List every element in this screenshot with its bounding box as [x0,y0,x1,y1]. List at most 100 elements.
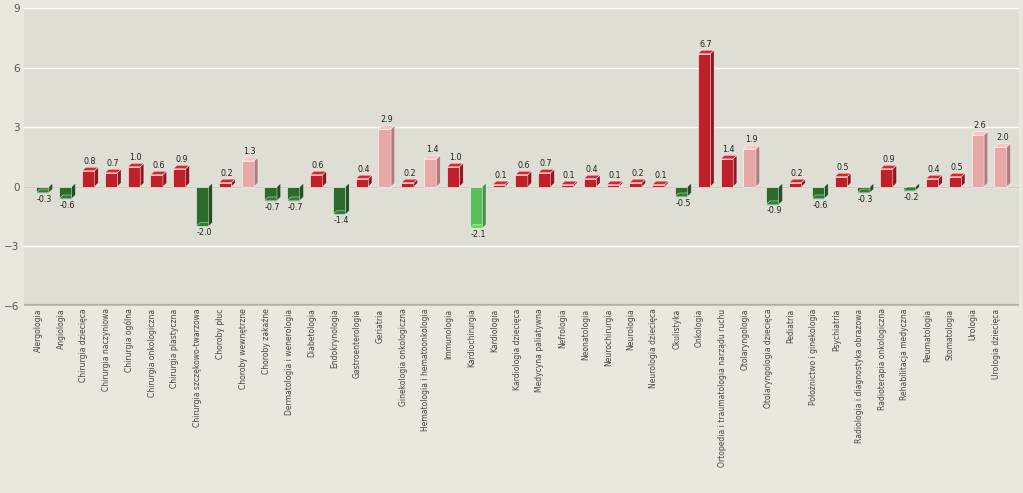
Polygon shape [584,175,601,179]
Polygon shape [140,163,144,187]
FancyBboxPatch shape [59,187,72,199]
Polygon shape [528,171,532,187]
Text: 2.0: 2.0 [996,133,1009,142]
Polygon shape [938,175,942,187]
Text: 1.0: 1.0 [130,153,142,162]
FancyBboxPatch shape [584,179,596,187]
Text: 1.9: 1.9 [746,135,758,144]
FancyBboxPatch shape [972,135,984,187]
Text: 0.4: 0.4 [358,165,370,174]
Polygon shape [561,181,577,185]
FancyBboxPatch shape [880,169,893,187]
FancyBboxPatch shape [401,183,414,187]
Text: -0.7: -0.7 [287,203,303,211]
FancyBboxPatch shape [675,187,687,197]
Polygon shape [346,183,349,214]
Polygon shape [277,183,280,201]
Text: 0.5: 0.5 [950,163,964,172]
Polygon shape [37,189,53,193]
Polygon shape [1007,143,1011,187]
Text: 1.4: 1.4 [722,145,735,154]
Text: 0.1: 0.1 [609,171,621,179]
Polygon shape [310,171,326,175]
Polygon shape [219,179,235,183]
FancyBboxPatch shape [789,183,802,187]
FancyBboxPatch shape [332,187,346,214]
Polygon shape [59,195,76,199]
Polygon shape [287,197,304,201]
Polygon shape [675,193,692,197]
Polygon shape [665,181,668,187]
Text: 1.4: 1.4 [426,145,439,154]
Polygon shape [766,201,783,205]
FancyBboxPatch shape [447,167,459,187]
Text: -2.1: -2.1 [471,230,486,239]
Polygon shape [425,155,441,159]
Polygon shape [550,169,554,187]
Polygon shape [948,173,965,177]
FancyBboxPatch shape [698,54,710,187]
FancyBboxPatch shape [744,149,756,187]
Polygon shape [332,211,349,214]
Text: 0.4: 0.4 [586,165,598,174]
Polygon shape [720,155,737,159]
Text: 0.9: 0.9 [882,155,895,164]
FancyBboxPatch shape [150,175,163,187]
Polygon shape [607,181,623,185]
Polygon shape [414,179,417,187]
Polygon shape [926,175,942,179]
Polygon shape [710,50,714,187]
FancyBboxPatch shape [835,177,847,187]
FancyBboxPatch shape [310,175,322,187]
Polygon shape [459,163,463,187]
Polygon shape [825,183,829,199]
Text: -0.3: -0.3 [37,195,52,204]
Polygon shape [447,163,463,167]
Polygon shape [653,181,668,185]
FancyBboxPatch shape [857,187,870,193]
FancyBboxPatch shape [629,183,641,187]
Polygon shape [118,169,121,187]
Polygon shape [209,183,213,226]
Polygon shape [893,165,896,187]
Polygon shape [82,167,98,171]
FancyBboxPatch shape [948,177,962,187]
Polygon shape [962,173,965,187]
Text: 0.2: 0.2 [403,169,415,177]
Polygon shape [492,181,508,185]
Polygon shape [437,155,441,187]
Text: 0.6: 0.6 [518,161,530,170]
FancyBboxPatch shape [173,169,186,187]
Text: -0.7: -0.7 [265,203,280,211]
Polygon shape [857,189,874,193]
Polygon shape [379,126,395,129]
FancyBboxPatch shape [37,187,49,193]
Polygon shape [49,183,53,193]
Polygon shape [847,173,851,187]
Text: -0.5: -0.5 [675,199,691,208]
FancyBboxPatch shape [128,167,140,187]
Polygon shape [733,155,737,187]
Text: -0.9: -0.9 [766,207,783,215]
Text: 1.0: 1.0 [449,153,461,162]
Polygon shape [482,183,486,228]
Polygon shape [231,179,235,187]
Text: 0.2: 0.2 [791,169,803,177]
FancyBboxPatch shape [720,159,733,187]
Text: -1.4: -1.4 [333,216,349,225]
Polygon shape [163,171,167,187]
Polygon shape [835,173,851,177]
FancyBboxPatch shape [538,173,550,187]
Polygon shape [744,145,760,149]
Text: -0.6: -0.6 [812,201,828,210]
Polygon shape [698,50,714,54]
Polygon shape [391,126,395,187]
Polygon shape [994,143,1011,147]
Polygon shape [619,181,623,187]
FancyBboxPatch shape [903,187,916,191]
Polygon shape [470,225,486,228]
Polygon shape [104,169,121,173]
Text: 0.7: 0.7 [540,159,552,168]
Text: 0.2: 0.2 [631,169,643,177]
Polygon shape [516,171,532,175]
